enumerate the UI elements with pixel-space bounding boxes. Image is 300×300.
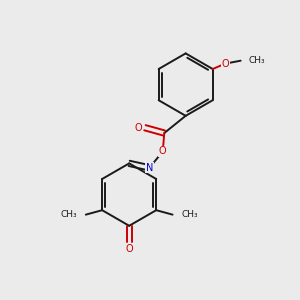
Text: CH₃: CH₃ xyxy=(182,210,198,219)
Text: O: O xyxy=(125,244,133,254)
Text: CH₃: CH₃ xyxy=(60,210,77,219)
Text: O: O xyxy=(135,123,142,133)
Text: O: O xyxy=(221,59,229,69)
Text: N: N xyxy=(146,163,153,173)
Text: O: O xyxy=(159,146,166,157)
Text: CH₃: CH₃ xyxy=(249,56,266,65)
